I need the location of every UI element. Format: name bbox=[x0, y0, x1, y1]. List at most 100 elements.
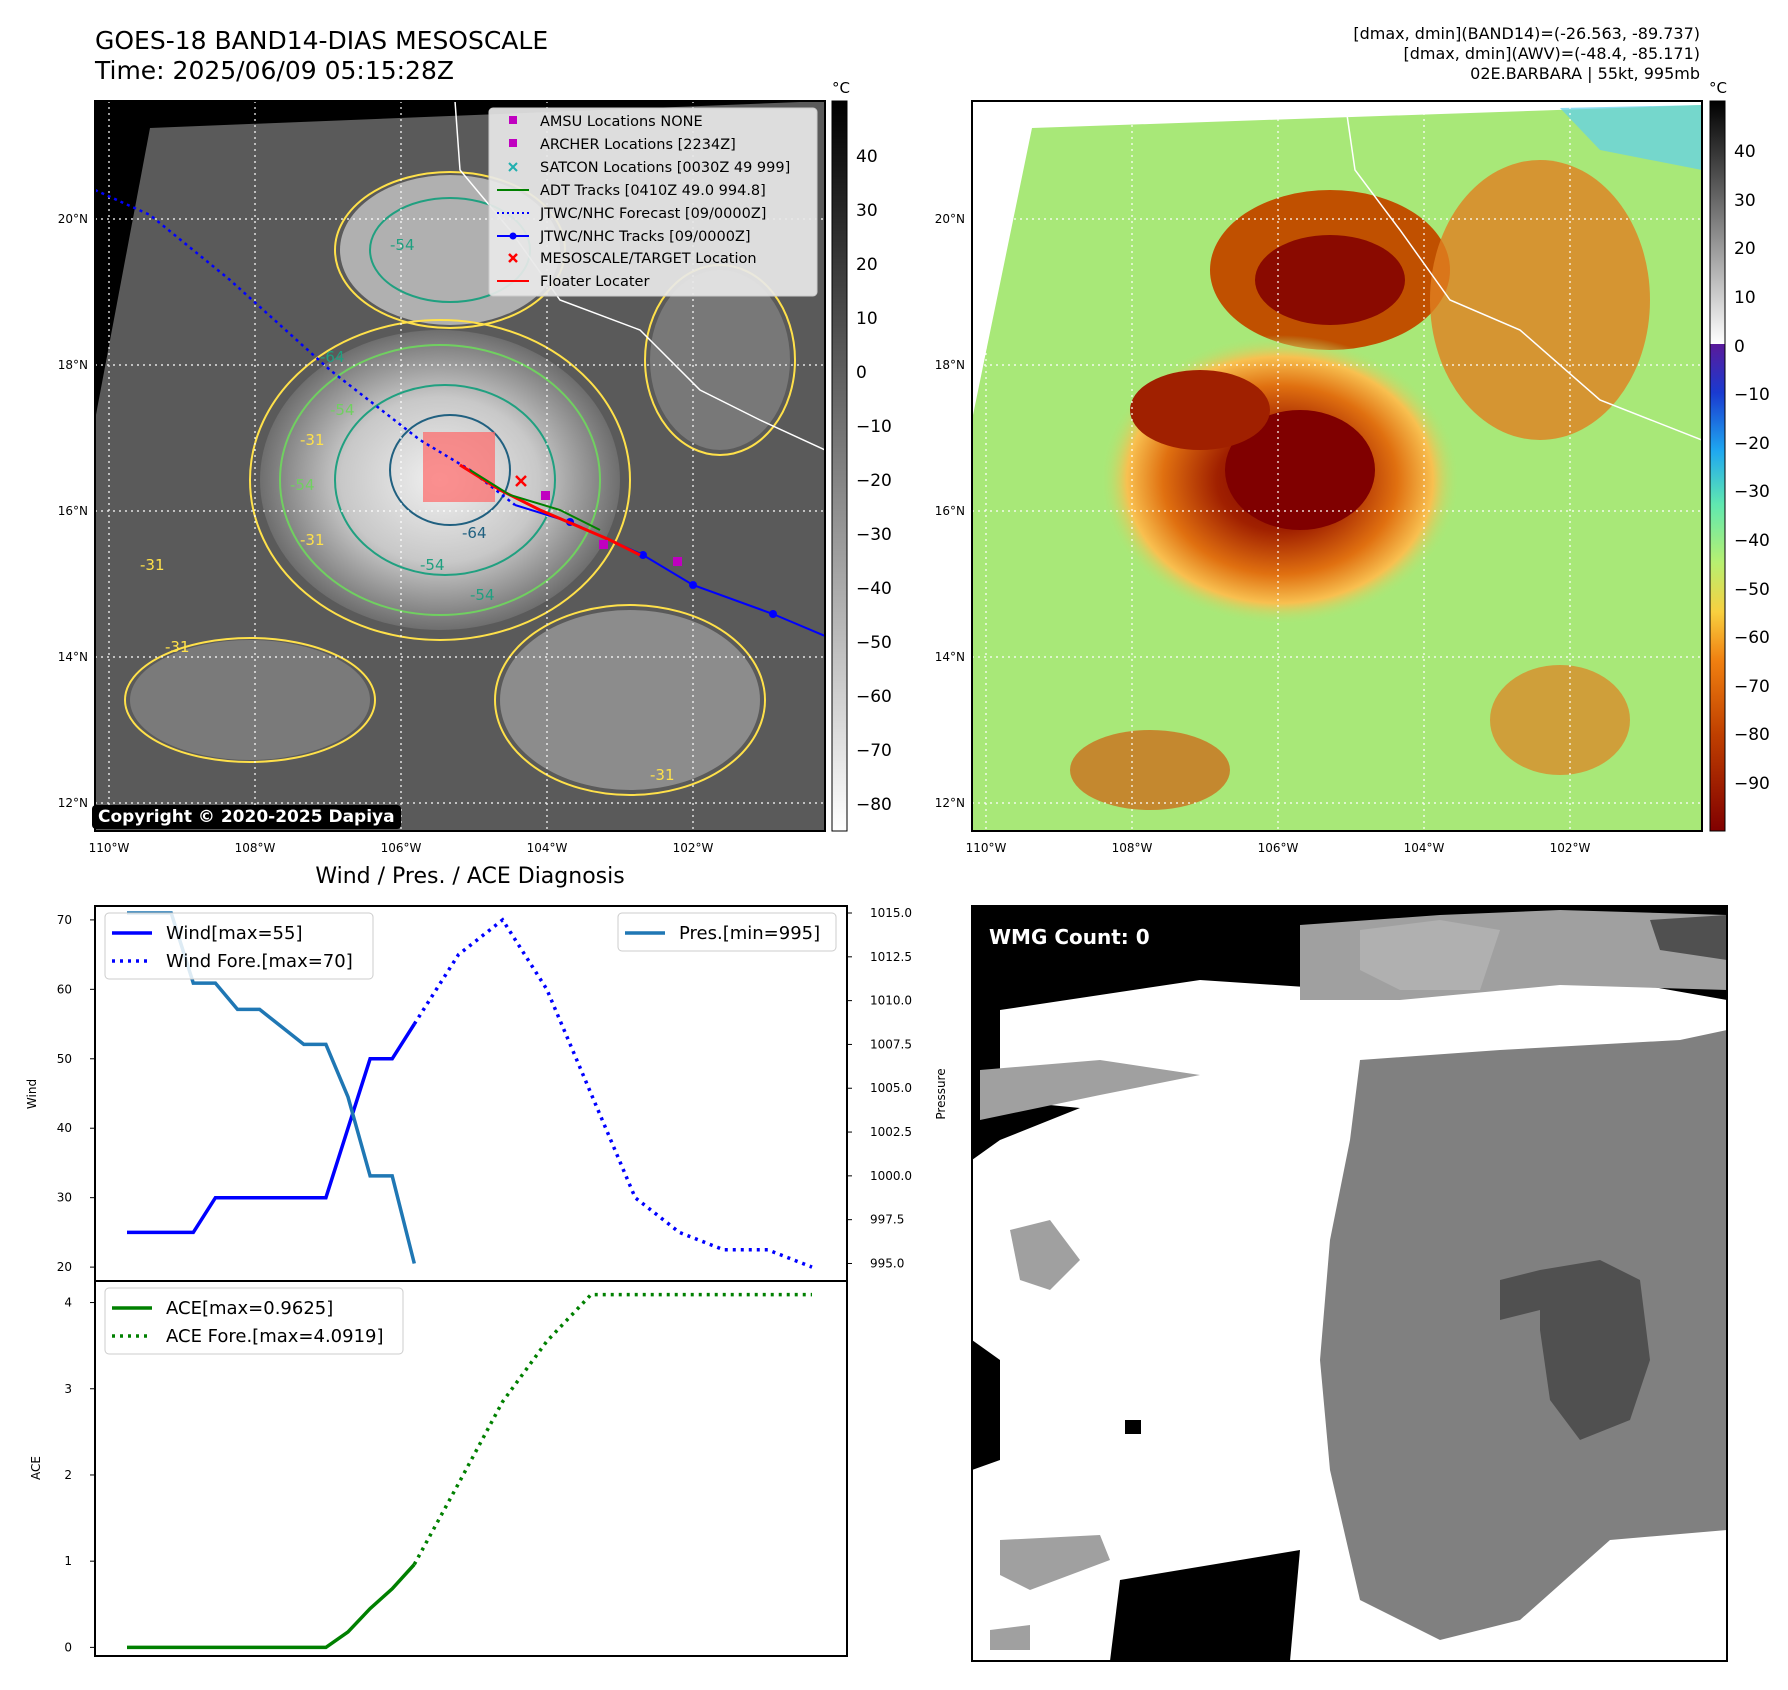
wind-series-observed bbox=[127, 1023, 416, 1235]
ace-axis-label: ACE bbox=[29, 1456, 43, 1480]
y-tick-label: 40 bbox=[57, 1121, 72, 1135]
y-tick-label: 30 bbox=[57, 1191, 72, 1205]
lat-label: 18°N bbox=[935, 358, 965, 372]
stats-awv: [dmax, dmin](AWV)=(-48.4, -85.171) bbox=[1403, 44, 1700, 63]
lon-label: 104°W bbox=[527, 841, 568, 855]
lat-label: 14°N bbox=[58, 650, 88, 664]
wind-pressure-chart: Wind Pressure 70 60 50 40 30 20 1015.0 1012.5 1… bbox=[25, 905, 948, 1282]
y-tick-label: 1010.0 bbox=[870, 994, 912, 1008]
ace-series-observed bbox=[127, 1563, 416, 1650]
lon-label: 110°W bbox=[89, 841, 130, 855]
colorbar-tick: 0 bbox=[1734, 337, 1745, 357]
colorbar-tick: 20 bbox=[1734, 239, 1756, 259]
colorbar-tick: 0 bbox=[856, 363, 867, 383]
lat-label: 16°N bbox=[58, 504, 88, 518]
ir-colorbar: °C 40 30 20 10 0 −10 −20 −30 −40 −50 −60… bbox=[831, 79, 892, 832]
wmg-count-badge: WMG Count: 0 bbox=[980, 922, 1159, 952]
contour-label: -31 bbox=[140, 556, 165, 574]
wmg-panel bbox=[971, 905, 1728, 1662]
colorbar-tick: −20 bbox=[1734, 434, 1770, 454]
legend-target: MESOSCALE/TARGET Location bbox=[540, 251, 757, 267]
colorbar-tick: 10 bbox=[856, 309, 878, 329]
y-tick-label: 995.0 bbox=[870, 1256, 904, 1270]
colorbar-tick: 30 bbox=[856, 201, 878, 221]
wind-axis-label: Wind bbox=[25, 1079, 39, 1109]
colorbar-tick: −70 bbox=[856, 741, 892, 761]
legend-adt: ADT Tracks [0410Z 49.0 994.8] bbox=[540, 183, 766, 199]
y-tick-label: 1015.0 bbox=[870, 906, 912, 920]
legend-forecast: JTWC/NHC Forecast [09/0000Z] bbox=[539, 206, 766, 222]
ir-legend: AMSU Locations NONE ARCHER Locations [22… bbox=[488, 107, 818, 297]
ir-axis-labels: 20°N 18°N 16°N 14°N 12°N 110°W 108°W 106… bbox=[58, 212, 714, 855]
title-time: Time: 2025/06/09 05:15:28Z bbox=[95, 56, 454, 85]
legend-tracks: JTWC/NHC Tracks [09/0000Z] bbox=[539, 229, 751, 245]
y-tick-label: 1012.5 bbox=[870, 950, 912, 964]
legend-wind-forecast: Wind Fore.[max=70] bbox=[166, 951, 353, 972]
lon-label: 106°W bbox=[381, 841, 422, 855]
colorbar-tick: −20 bbox=[856, 471, 892, 491]
pressure-legend: Pres.[min=995] bbox=[617, 912, 837, 952]
colorbar-unit: °C bbox=[832, 79, 850, 97]
colorbar-tick: −90 bbox=[1734, 774, 1770, 794]
colorbar-tick: −70 bbox=[1734, 677, 1770, 697]
lon-label: 106°W bbox=[1258, 841, 1299, 855]
title-product: GOES-18 BAND14-DIAS MESOSCALE bbox=[95, 26, 549, 55]
y-tick-label: 0 bbox=[64, 1640, 72, 1654]
y-tick-label: 20 bbox=[57, 1260, 72, 1274]
contour-label: -54 bbox=[290, 476, 315, 494]
lon-label: 102°W bbox=[673, 841, 714, 855]
colorbar-tick: −10 bbox=[1734, 385, 1770, 405]
wind-legend: Wind[max=55] Wind Fore.[max=70] bbox=[104, 912, 374, 980]
lat-label: 12°N bbox=[935, 796, 965, 810]
lat-label: 20°N bbox=[935, 212, 965, 226]
y-tick-label: 1005.0 bbox=[870, 1081, 912, 1095]
lat-label: 20°N bbox=[58, 212, 88, 226]
colorbar-ticks: 40 30 20 10 0 −10 −20 −30 −40 −50 −60 −7… bbox=[1734, 142, 1770, 794]
contour-label: -54 bbox=[420, 556, 445, 574]
colorbar-unit: °C bbox=[1709, 79, 1727, 97]
colorbar-tick: −60 bbox=[1734, 628, 1770, 648]
color-enhanced-panel bbox=[972, 101, 1702, 831]
y-tick-label: 997.5 bbox=[870, 1213, 904, 1227]
y-tick-label: 70 bbox=[57, 913, 72, 927]
colorbar-tick: −30 bbox=[856, 525, 892, 545]
legend-ace: ACE[max=0.9625] bbox=[166, 1298, 333, 1319]
contour-label: -31 bbox=[300, 531, 325, 549]
pressure-axis-label: Pressure bbox=[934, 1068, 948, 1119]
y-tick-label: 1 bbox=[64, 1554, 72, 1568]
colorbar-tick: −10 bbox=[856, 417, 892, 437]
legend-floater: Floater Locater bbox=[540, 274, 649, 290]
y-tick-label: 1002.5 bbox=[870, 1125, 912, 1139]
contour-label: -64 bbox=[320, 348, 345, 366]
lon-label: 102°W bbox=[1550, 841, 1591, 855]
y-tick-label: 50 bbox=[57, 1052, 72, 1066]
colorbar-tick: −40 bbox=[1734, 531, 1770, 551]
lat-label: 18°N bbox=[58, 358, 88, 372]
lat-label: 16°N bbox=[935, 504, 965, 518]
y-tick-label: 1007.5 bbox=[870, 1037, 912, 1051]
colorbar-tick: 40 bbox=[1734, 142, 1756, 162]
diagnosis-title: Wind / Pres. / ACE Diagnosis bbox=[315, 864, 625, 889]
colorbar-tick: 10 bbox=[1734, 288, 1756, 308]
lat-label: 14°N bbox=[935, 650, 965, 664]
colorbar-tick: 40 bbox=[856, 147, 878, 167]
contour-labels: -54 -64 -54 -31 -54 -64 -54 -31 -31 -31 … bbox=[140, 236, 675, 784]
colorbar-tick: −50 bbox=[856, 633, 892, 653]
lon-label: 108°W bbox=[1112, 841, 1153, 855]
copyright-label: Copyright © 2020-2025 Dapiya bbox=[92, 805, 401, 829]
legend-wind: Wind[max=55] bbox=[166, 923, 303, 944]
ace-chart: ACE 4 3 2 1 0 ACE[max=0.9625] ACE Fore.[max=… bbox=[29, 1280, 848, 1657]
contour-label: -64 bbox=[462, 524, 487, 542]
lon-label: 104°W bbox=[1404, 841, 1445, 855]
colorbar-tick: −60 bbox=[856, 687, 892, 707]
color-axis-labels: 20°N 18°N 16°N 14°N 12°N 110°W 108°W 106… bbox=[935, 212, 1591, 855]
colorbar-tick: −40 bbox=[856, 579, 892, 599]
legend-ace-forecast: ACE Fore.[max=4.0919] bbox=[166, 1326, 384, 1347]
y-tick-label: 2 bbox=[64, 1468, 72, 1482]
colorbar-tick: −80 bbox=[856, 795, 892, 815]
ace-legend: ACE[max=0.9625] ACE Fore.[max=4.0919] bbox=[104, 1287, 404, 1355]
ace-series-forecast bbox=[412, 1292, 812, 1566]
figure-title: GOES-18 BAND14-DIAS MESOSCALE Time: 2025… bbox=[95, 26, 548, 86]
stats-storm: 02E.BARBARA | 55kt, 995mb bbox=[1470, 64, 1700, 83]
